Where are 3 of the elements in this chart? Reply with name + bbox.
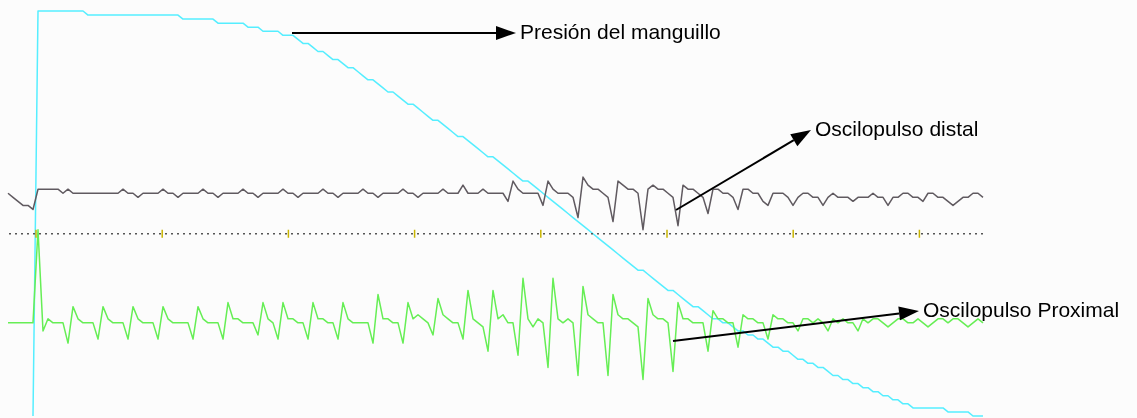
annotation: Presión del manguillo — [520, 19, 721, 43]
annotation: Oscilopulso distal — [815, 116, 979, 140]
annotation: Oscilopulso Proximal — [923, 297, 1120, 321]
